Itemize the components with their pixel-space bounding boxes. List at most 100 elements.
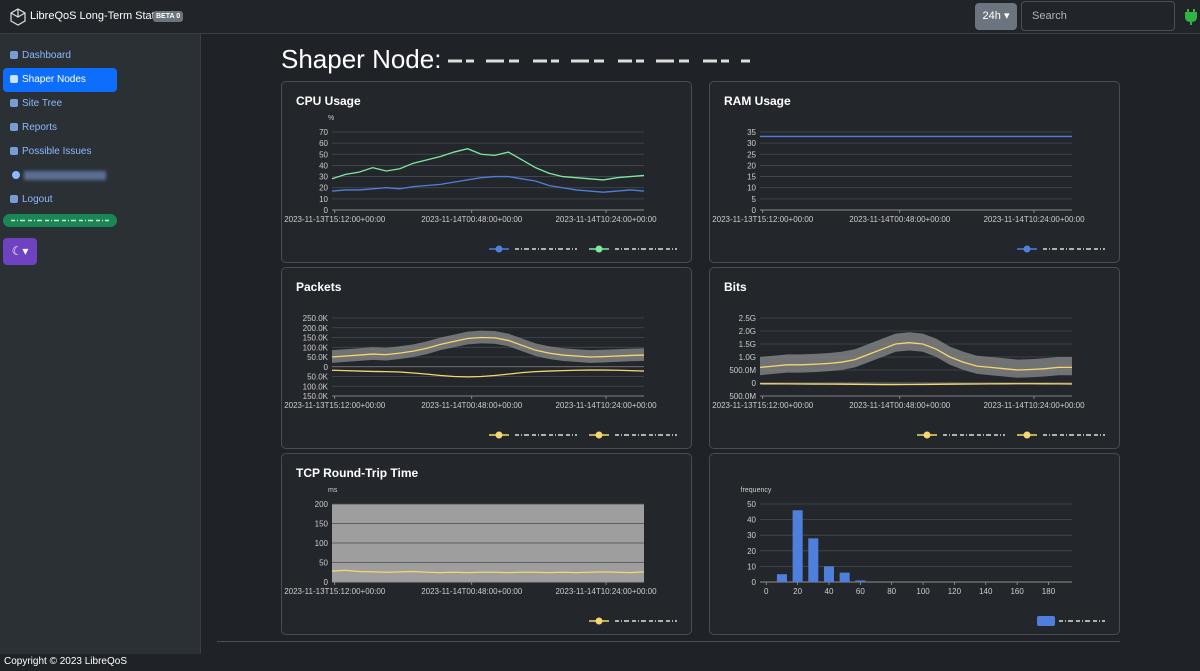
y-tick-label: 70 [319,128,328,137]
y-tick-label: 35 [747,128,756,137]
chart-title: Bits [724,280,747,294]
search-input[interactable]: Search [1021,1,1175,31]
chart: RAM Usage 0 5 10 15 20 25 30 35 2023-11-13T15:12:… [712,94,1105,253]
y-tick-label: 100 [315,539,329,548]
search-placeholder: Search [1032,10,1067,22]
y-tick-label: 200.0K [303,324,329,333]
y-axis-label: % [328,115,334,122]
series-line [759,342,1072,371]
user-blurred[interactable] [24,171,106,180]
y-tick-label: 20 [319,184,328,193]
x-tick-label: 140 [979,587,993,596]
y-tick-label: 30 [319,173,328,182]
chart-card: CPU Usage% 0 10 20 30 40 50 60 70 2023-11-13T15:1… [281,81,692,263]
series-line [331,175,645,193]
nav-reports[interactable]: Reports [10,121,57,135]
y-tick-label: 0 [752,206,757,215]
y-tick-label: 50.0K [307,373,329,382]
node-badge[interactable] [3,214,117,227]
y-tick-label: 10 [319,195,328,204]
y-tick-label: 100.0K [303,343,329,352]
chart-title: RAM Usage [724,94,791,108]
legend-marker [1023,431,1031,439]
y-tick-label: 0 [752,379,757,388]
y-tick-label: 40 [319,161,328,170]
y-axis-label: ms [328,487,338,494]
x-tick-label: 100 [916,587,930,596]
histogram-bar [855,580,866,582]
y-tick-label: 150 [315,520,329,529]
obscured-node-name [448,59,750,63]
chart: Bits2.5G2.0G1.5G1.0G500.0M0500.0M2023-11… [712,280,1105,439]
x-tick-label: 2023-11-14T10:24:00+00:00 [555,587,657,596]
nav-site-tree[interactable]: Site Tree [10,97,62,111]
histogram-bar [792,510,803,582]
y-tick-label: 150.0K [303,334,329,343]
nav-logout[interactable]: Logout [10,193,53,207]
x-tick-label: 2023-11-14T00:48:00+00:00 [849,401,951,410]
histogram-bar [823,566,835,582]
series-line [331,569,645,574]
footer: Copyright © 2023 LibreQoS [4,656,127,667]
x-tick-label: 2023-11-13T15:12:00+00:00 [712,215,814,224]
chart-card: TCP Round-Trip Time ms 0 50 100 150 200 2023-11… [281,453,692,635]
y-tick-label: 50 [747,500,756,509]
x-tick-label: 120 [948,587,962,596]
series-line [331,369,645,378]
obscured-text [11,219,109,222]
nav-shaper-nodes[interactable]: Shaper Nodes [10,73,86,87]
y-tick-label: 10 [747,184,756,193]
chart: TCP Round-Trip Time ms 0 50 100 150 200 2023-11… [284,466,677,625]
y-axis-label: frequency [741,487,772,494]
nav-possible-issues[interactable]: Possible Issues [10,145,91,159]
y-tick-label: 200 [315,500,329,509]
logo [10,8,26,26]
x-tick-label: 40 [825,587,834,596]
x-tick-label: 2023-11-14T10:24:00+00:00 [983,215,1085,224]
x-tick-label: 60 [856,587,865,596]
y-tick-label: 10 [747,562,756,571]
chart-card: frequency 0 10 20 30 40 50 0 20 40 60 80 100 120 140 16… [709,453,1120,635]
page-title: Shaper Node: [281,44,442,74]
range-button[interactable]: 24h ▾ [975,3,1017,30]
y-tick-label: 0 [752,578,757,587]
connection-icon [1185,9,1197,25]
legend-marker [923,431,931,439]
x-tick-label: 2023-11-14T10:24:00+00:00 [983,401,1085,410]
x-tick-label: 2023-11-13T15:12:00+00:00 [284,401,386,410]
y-tick-label: 0 [324,363,329,372]
x-tick-label: 2023-11-14T00:48:00+00:00 [849,215,951,224]
legend-swatch [1037,616,1055,626]
legend-marker [595,245,603,253]
x-tick-label: 160 [1010,587,1024,596]
chart: Packets250.0K200.0K150.0K100.0K50.0K050.… [284,280,677,439]
y-tick-label: 0 [324,578,329,587]
x-tick-label: 2023-11-13T15:12:00+00:00 [284,587,386,596]
chart-title: Packets [296,280,342,294]
chart-card: Packets 250.0K 200.0K 150.0K 100.0K 50.0K 0 50.… [281,267,692,449]
x-tick-label: 20 [793,587,802,596]
nav-dashboard[interactable]: Dashboard [10,49,71,63]
y-tick-label: 15 [747,173,756,182]
x-tick-label: 180 [1042,587,1056,596]
chart: frequency 0 10 20 30 40 50 0 20 40 60 80 100 120 140 16… [741,487,1105,626]
theme-toggle[interactable]: ☾▾ [3,238,37,265]
histogram-bar [839,572,850,582]
y-tick-label: 50.0K [307,353,329,362]
y-tick-label: 1.5G [739,340,756,349]
y-tick-label: 30 [747,139,756,148]
histogram-bar [776,574,787,582]
y-tick-label: 50 [319,150,328,159]
x-tick-label: 2023-11-13T15:12:00+00:00 [712,401,814,410]
legend-marker [595,617,603,625]
sidebar: Dashboard Shaper Nodes Site Tree Reports… [0,34,201,654]
range-label: 24h [982,10,1001,22]
y-tick-label: 100.0K [303,382,329,391]
range-band [760,332,1072,378]
series-line [759,383,1073,386]
beta-badge: BETA 0 [153,11,184,22]
series-line [331,336,645,358]
y-tick-label: 0 [324,206,329,215]
x-tick-label: 2023-11-14T00:48:00+00:00 [421,401,523,410]
